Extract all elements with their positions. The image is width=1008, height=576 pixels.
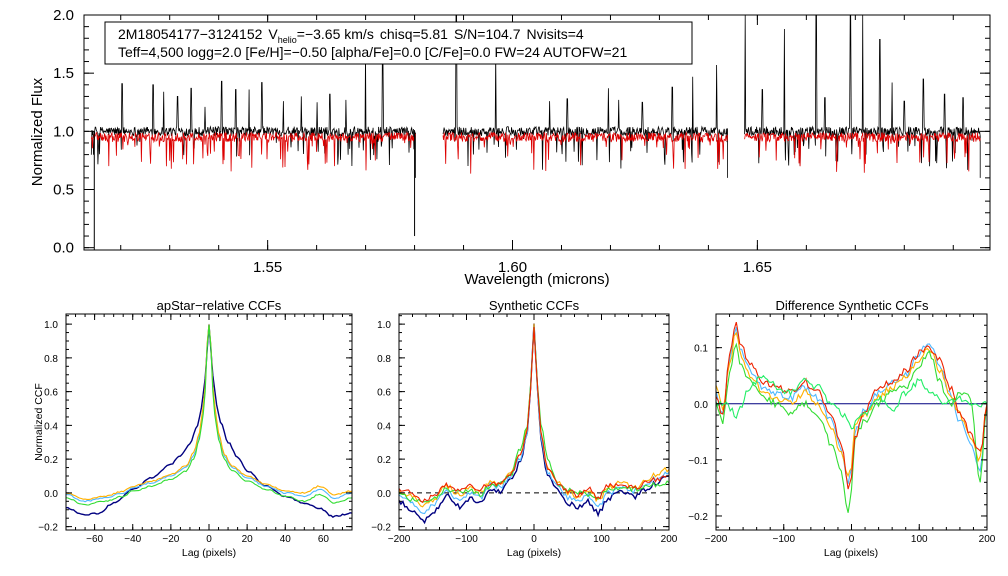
apstar-ccf-y-tick-label: 0.0 bbox=[44, 489, 58, 500]
synthetic-ccf-y-tick-label: 0.2 bbox=[377, 455, 391, 466]
synthetic-ccf-x-axis-label: Lag (pixels) bbox=[507, 547, 561, 559]
apstar-ccf-panel: apStar−relative CCFs −60 −40 −20 0 20 40 60 −0.… bbox=[33, 298, 353, 559]
spectrum-x-axis-label: Wavelength (microns) bbox=[464, 271, 609, 288]
star-id-text: 2M18054177−3124152 bbox=[118, 26, 263, 42]
difference-ccf-y-tick-label: −0.1 bbox=[688, 456, 708, 467]
snr-text: S/N=104.7 bbox=[454, 26, 521, 42]
difference-ccf-series-visit-3 bbox=[715, 342, 988, 513]
apstar-ccf-x-tick-label: 40 bbox=[280, 534, 292, 545]
difference-ccf-series-visit-2 bbox=[715, 331, 988, 478]
apstar-ccf-x-tick-label: 0 bbox=[206, 534, 212, 545]
apstar-ccf-series-visit-3 bbox=[65, 325, 353, 506]
spectrum-panel: 1.55 1.60 1.65 0.0 0.5 1.0 1.5 2.0 Wavelength (… bbox=[29, 7, 991, 288]
apstar-ccf-series-visit-1 bbox=[65, 323, 353, 503]
apstar-ccf-y-tick-label: 0.8 bbox=[44, 354, 58, 365]
apstar-ccf-series-combined bbox=[65, 324, 353, 518]
synthetic-ccf-y-tick-label: 0.6 bbox=[377, 388, 391, 399]
apstar-ccf-y-tick-label: 0.4 bbox=[44, 421, 58, 432]
synthetic-ccf-series-visit-3 bbox=[398, 327, 670, 503]
spectrum-y-tick-label: 1.5 bbox=[53, 65, 74, 82]
apstar-ccf-title: apStar−relative CCFs bbox=[157, 298, 282, 313]
synthetic-ccf-y-tick-label: 0.4 bbox=[377, 421, 391, 432]
difference-ccf-series-visit-5 bbox=[715, 374, 988, 430]
spectrum-y-tick-label: 2.0 bbox=[53, 7, 74, 24]
apstar-ccf-x-tick-label: 20 bbox=[242, 534, 254, 545]
vhelio-value: =−3.65 km/s bbox=[297, 26, 374, 42]
difference-ccf-series-visit-4 bbox=[715, 321, 988, 490]
apstar-ccf-marks bbox=[65, 323, 353, 518]
annotation-line-2: Teff=4,500 logg=2.0 [Fe/H]=−0.50 [alpha/… bbox=[118, 44, 627, 60]
chisq-text: chisq=5.81 bbox=[380, 26, 448, 42]
difference-ccf-frame bbox=[715, 313, 988, 531]
difference-ccf-x-tick-label: −200 bbox=[705, 534, 728, 545]
difference-ccf-x-tick-label: 100 bbox=[911, 534, 928, 545]
spectrum-x-tick-label: 1.60 bbox=[498, 259, 527, 276]
apstar-ccf-y-tick-label: 0.2 bbox=[44, 455, 58, 466]
synthetic-ccf-x-tick-label: −200 bbox=[388, 534, 411, 545]
apstar-ccf-series-visit-2 bbox=[65, 324, 353, 500]
synthetic-ccf-panel: Synthetic CCFs −200 −100 0 100 200 −0.2 0.0 0.2… bbox=[371, 298, 678, 559]
apstar-ccf-y-tick-label: 1.0 bbox=[44, 320, 58, 331]
annotation-box bbox=[104, 21, 693, 65]
spectrum-y-axis-label: Normalized Flux bbox=[29, 77, 46, 186]
synthetic-ccf-series-combined bbox=[398, 323, 670, 525]
difference-ccf-y-tick-label: −0.2 bbox=[688, 512, 708, 523]
spectrum-y-tick-label: 0.0 bbox=[53, 240, 74, 257]
difference-ccf-panel: Difference Synthetic CCFs −200 −100 0 100 20… bbox=[688, 298, 996, 559]
apstar-ccf-ticks: −60 −40 −20 0 20 40 60 −0.2 0.0 0.2 0.4 0.6 0.8 1.0 bbox=[38, 314, 353, 545]
synthetic-ccf-x-tick-label: 100 bbox=[593, 534, 610, 545]
apstar-ccf-y-tick-label: −0.2 bbox=[38, 523, 58, 534]
difference-ccf-x-tick-label: 200 bbox=[979, 534, 996, 545]
synthetic-ccf-y-tick-label: 1.0 bbox=[377, 320, 391, 331]
spectrum-y-tick-label: 0.5 bbox=[53, 182, 74, 199]
difference-ccf-y-tick-label: 0.1 bbox=[694, 344, 708, 355]
apstar-ccf-x-tick-label: 60 bbox=[318, 534, 330, 545]
synthetic-ccf-ticks: −200 −100 0 100 200 −0.2 0.0 0.2 0.4 0.6 0.8 1.0 bbox=[371, 314, 678, 545]
apstar-ccf-x-axis-label: Lag (pixels) bbox=[182, 547, 236, 559]
difference-ccf-x-axis-label: Lag (pixels) bbox=[824, 547, 878, 559]
synthetic-ccf-x-tick-label: 0 bbox=[531, 534, 537, 545]
difference-ccf-marks bbox=[715, 321, 988, 513]
spectrum-axis-ticks: 1.55 1.60 1.65 0.0 0.5 1.0 1.5 2.0 bbox=[53, 7, 990, 276]
difference-ccf-title: Difference Synthetic CCFs bbox=[776, 298, 929, 313]
spectrum-y-tick-label: 1.0 bbox=[53, 123, 74, 140]
synthetic-ccf-title: Synthetic CCFs bbox=[489, 298, 580, 313]
spectrum-x-tick-label: 1.55 bbox=[253, 259, 282, 276]
vhelio-symbol: V bbox=[268, 26, 278, 42]
apstar-ccf-x-tick-label: −60 bbox=[86, 534, 103, 545]
spectrum-x-tick-label: 1.65 bbox=[743, 259, 772, 276]
annotation-line-1: 2M18054177−3124152 Vhelio=−3.65 km/s chisq… bbox=[118, 26, 584, 45]
apstar-ccf-y-tick-label: 0.6 bbox=[44, 388, 58, 399]
synthetic-ccf-y-tick-label: −0.2 bbox=[371, 523, 391, 534]
spectrum-plot-frame bbox=[83, 14, 991, 251]
difference-ccf-ticks: −200 −100 0 100 200 −0.2 −0.1 0.0 0.1 bbox=[688, 313, 996, 545]
synthetic-ccf-marks bbox=[398, 323, 670, 525]
apstar-ccf-y-axis-label: Normalized CCF bbox=[33, 383, 45, 461]
synthetic-ccf-series-visit-2 bbox=[398, 323, 670, 508]
nvisits-text: Nvisits=4 bbox=[527, 26, 584, 42]
synthetic-ccf-y-tick-label: 0.8 bbox=[377, 354, 391, 365]
apstar-ccf-x-tick-label: −40 bbox=[124, 534, 141, 545]
difference-ccf-x-tick-label: −100 bbox=[772, 534, 795, 545]
difference-ccf-y-tick-label: 0.0 bbox=[694, 400, 708, 411]
spectrum-series-model bbox=[90, 131, 981, 174]
apstar-ccf-x-tick-label: −20 bbox=[162, 534, 179, 545]
synthetic-ccf-y-tick-label: 0.0 bbox=[377, 489, 391, 500]
synthetic-ccf-x-tick-label: 200 bbox=[661, 534, 678, 545]
difference-ccf-x-tick-label: 0 bbox=[849, 534, 855, 545]
vhelio-subscript: helio bbox=[278, 35, 297, 45]
synthetic-ccf-x-tick-label: −100 bbox=[455, 534, 478, 545]
synthetic-ccf-series-visit-4 bbox=[398, 327, 670, 504]
